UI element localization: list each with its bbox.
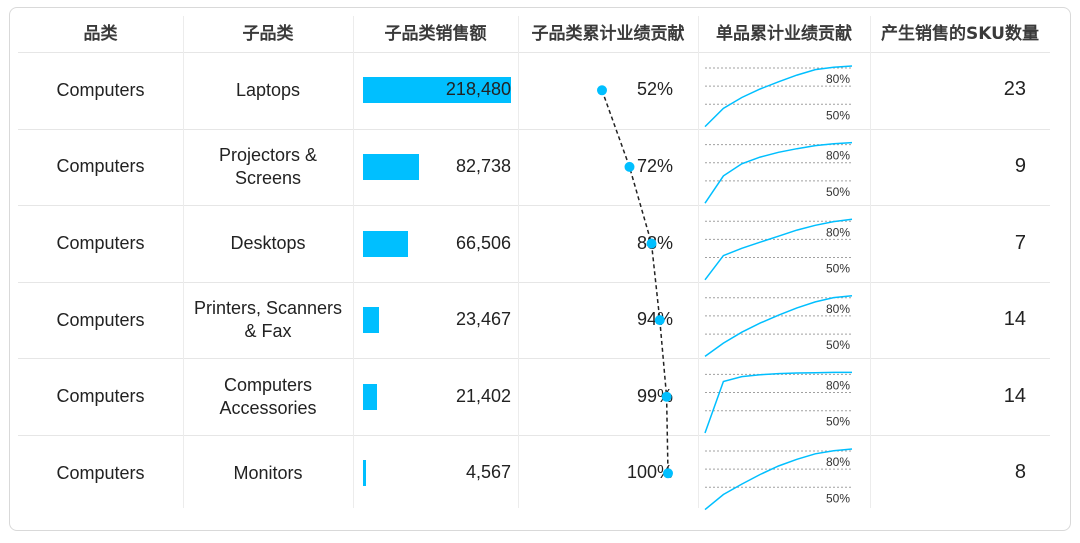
header-category: 品类 (83, 23, 118, 44)
sales-value-label: 21,402 (455, 385, 511, 406)
table-card (9, 7, 1071, 531)
row-divider (18, 52, 1050, 53)
column-divider (183, 16, 184, 508)
table-cell-subcategory: Desktops (230, 232, 306, 253)
table-cell-subcategory: Printers, Scanners & Fax (193, 298, 343, 342)
sku-count-value: 8 (1014, 461, 1026, 484)
table-cell-category: Computers (56, 462, 145, 483)
table-cell-subcategory: Projectors & Screens (218, 144, 318, 188)
cumulative-percent-label: 94% (636, 309, 673, 330)
row-divider (18, 358, 1050, 359)
column-divider (698, 16, 699, 508)
table-cell-category: Computers (56, 386, 145, 407)
sales-value-label: 4,567 (465, 462, 511, 483)
sales-bar (363, 230, 409, 257)
sales-bar (363, 77, 511, 104)
row-divider (18, 129, 1050, 130)
table-cell-category: Computers (56, 232, 145, 253)
sku-count-value: 14 (1003, 384, 1026, 407)
sku-count-value: 14 (1003, 308, 1026, 331)
cumulative-percent-label: 100% (626, 462, 673, 483)
column-divider (870, 16, 871, 508)
sales-bar (363, 460, 367, 487)
cumulative-percent-label: 88% (636, 232, 673, 253)
sku-count-value: 9 (1014, 154, 1026, 177)
header-cumulative-contribution: 子品类累计业绩贡献 (531, 23, 685, 44)
column-divider (518, 16, 519, 508)
table-cell-category: Computers (56, 309, 145, 330)
header-sales: 子品类销售额 (384, 23, 487, 44)
sku-count-value: 23 (1003, 78, 1026, 101)
sales-value-label: 66,506 (455, 232, 511, 253)
table-cell-category: Computers (56, 79, 145, 100)
sales-bar (363, 307, 379, 334)
cumulative-percent-label: 52% (636, 79, 673, 100)
cumulative-percent-label: 99% (636, 385, 673, 406)
table-cell-subcategory: Laptops (235, 79, 301, 100)
sales-value-label: 23,467 (455, 309, 511, 330)
row-divider (18, 435, 1050, 436)
sales-bar (363, 383, 378, 410)
table-cell-category: Computers (56, 156, 145, 177)
table-cell-subcategory: Computers Accessories (219, 374, 317, 418)
sales-bar (363, 153, 420, 180)
sales-value-label: 218,480 (445, 79, 511, 100)
header-item-contribution: 单品累计业绩贡献 (716, 23, 852, 44)
header-sku-count: 产生销售的SKU数量 (881, 23, 1039, 44)
cumulative-percent-label: 72% (636, 155, 673, 176)
sales-value-label: 82,738 (455, 155, 511, 176)
row-divider (18, 205, 1050, 206)
header-subcategory: 子品类 (242, 23, 294, 44)
sku-count-value: 7 (1014, 231, 1026, 254)
row-divider (18, 282, 1050, 283)
column-divider (353, 16, 354, 508)
table-cell-subcategory: Monitors (233, 462, 303, 483)
